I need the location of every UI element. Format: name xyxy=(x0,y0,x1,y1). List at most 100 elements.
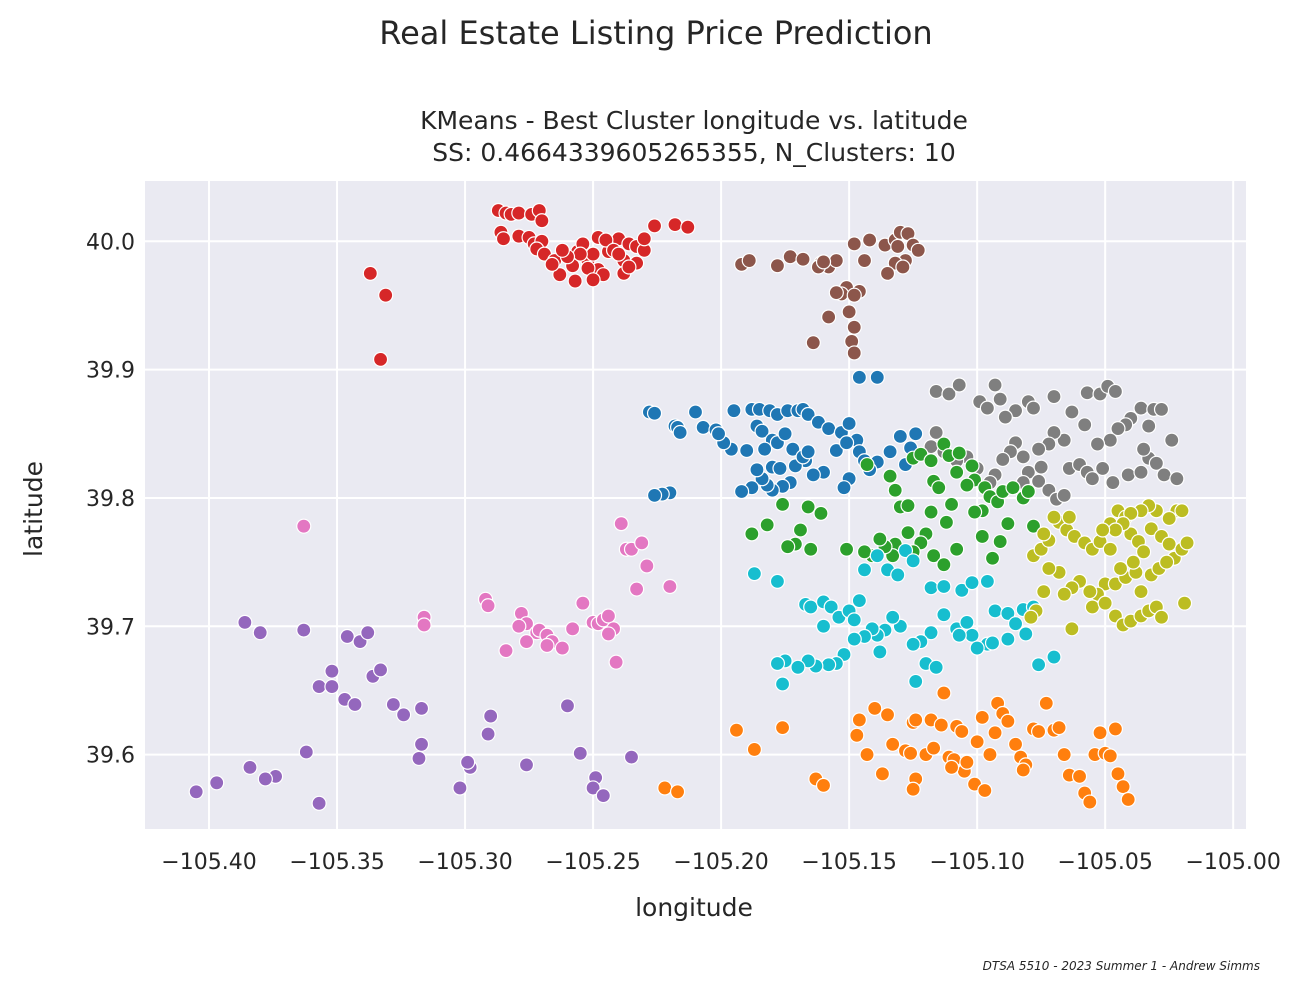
data-point xyxy=(890,567,906,583)
data-point xyxy=(923,625,939,641)
data-point xyxy=(672,424,688,441)
data-point xyxy=(769,258,786,274)
chart-title-line1: KMeans - Best Cluster longitude vs. lati… xyxy=(420,106,968,135)
data-point xyxy=(554,242,570,258)
data-point xyxy=(828,252,844,269)
data-point xyxy=(795,251,811,267)
data-point xyxy=(544,256,560,273)
data-point xyxy=(552,267,568,283)
data-point xyxy=(1005,480,1021,496)
figure-suptitle: Real Estate Listing Price Prediction xyxy=(379,14,932,52)
data-point xyxy=(1064,404,1080,420)
data-point xyxy=(1161,510,1177,527)
data-point xyxy=(987,377,1003,393)
data-point xyxy=(1025,518,1042,534)
data-point xyxy=(1007,616,1024,632)
data-point xyxy=(511,618,527,634)
data-point xyxy=(943,496,960,512)
data-point xyxy=(372,351,389,367)
data-point xyxy=(1015,449,1031,465)
data-point xyxy=(452,780,468,796)
data-point xyxy=(539,637,555,654)
data-point xyxy=(634,535,650,551)
data-point xyxy=(209,775,225,791)
data-point xyxy=(828,285,844,301)
data-point xyxy=(1105,474,1121,491)
data-point xyxy=(1056,586,1072,602)
data-point xyxy=(1092,725,1108,741)
x-tick-label: −105.20 xyxy=(673,850,768,875)
data-point xyxy=(600,626,617,642)
data-point xyxy=(885,609,901,625)
data-point xyxy=(938,514,955,530)
data-point xyxy=(1115,779,1131,795)
cluster-8 xyxy=(188,614,640,811)
data-point xyxy=(1156,467,1172,483)
data-point xyxy=(1015,762,1031,778)
data-point xyxy=(413,700,430,716)
data-point xyxy=(887,482,903,498)
data-point xyxy=(629,581,645,597)
data-point xyxy=(749,462,765,478)
data-point xyxy=(849,727,865,743)
data-point xyxy=(1084,471,1100,487)
data-point xyxy=(908,712,924,728)
data-point xyxy=(564,621,581,637)
data-point xyxy=(1179,535,1195,551)
x-tick-label: −105.40 xyxy=(161,850,256,875)
data-point xyxy=(964,627,980,643)
data-point xyxy=(483,708,499,724)
data-point xyxy=(372,662,389,678)
data-point xyxy=(759,517,775,533)
data-point xyxy=(1110,421,1126,437)
data-point xyxy=(757,441,773,457)
data-point xyxy=(657,780,673,796)
data-point xyxy=(774,720,791,736)
data-point xyxy=(726,403,742,419)
x-axis-ticks: −105.40 −105.35 −105.30 −105.25 −105.20 −105.… xyxy=(161,850,1281,875)
data-point xyxy=(969,734,985,750)
data-point xyxy=(982,746,998,763)
data-point xyxy=(595,788,611,804)
data-point xyxy=(1097,595,1113,611)
data-point xyxy=(926,740,942,756)
data-point xyxy=(856,544,873,560)
data-point xyxy=(821,309,837,325)
data-point xyxy=(1107,383,1124,400)
data-point xyxy=(905,553,921,569)
data-point xyxy=(969,640,985,656)
data-point xyxy=(923,580,939,596)
cluster-4 xyxy=(744,436,1042,573)
y-tick-label: 40.0 xyxy=(86,230,135,255)
data-point xyxy=(188,784,204,800)
x-tick-label: −105.05 xyxy=(1057,850,1152,875)
data-point xyxy=(1061,509,1077,525)
data-point xyxy=(872,644,888,660)
cluster-0 xyxy=(362,202,696,367)
cluster-2 xyxy=(641,369,924,503)
data-point xyxy=(908,673,924,690)
data-point xyxy=(1176,595,1193,611)
data-point xyxy=(974,709,990,725)
data-point xyxy=(518,757,535,773)
data-point xyxy=(257,771,273,787)
data-point xyxy=(1000,631,1016,647)
data-point xyxy=(959,477,975,493)
cluster-5 xyxy=(746,542,1062,692)
data-point xyxy=(746,566,762,582)
data-point xyxy=(821,421,837,437)
data-point xyxy=(772,460,788,477)
data-point xyxy=(997,409,1013,425)
data-point xyxy=(339,628,355,645)
data-point xyxy=(792,522,809,538)
data-point xyxy=(1000,516,1016,532)
data-point xyxy=(559,698,576,714)
cluster-7 xyxy=(296,516,678,670)
data-point xyxy=(900,524,916,541)
data-point xyxy=(846,236,862,252)
data-point xyxy=(1141,418,1157,434)
data-point xyxy=(936,607,952,623)
data-point xyxy=(780,539,796,555)
cluster-6 xyxy=(1023,498,1195,637)
data-point xyxy=(639,558,655,574)
